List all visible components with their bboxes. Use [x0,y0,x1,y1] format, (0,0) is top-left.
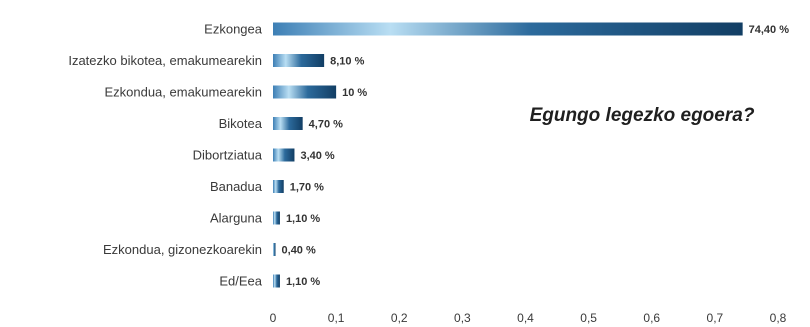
category-label: Ezkongea [204,22,263,37]
bar [273,180,284,193]
category-label: Izatezko bikotea, emakumearekin [68,53,262,68]
chart-title: Egungo legezko egoera? [530,105,755,126]
value-label: 74,40 % [749,24,790,36]
bar [273,117,303,130]
x-tick-label: 0 [270,311,277,325]
x-tick-label: 0,5 [580,311,597,325]
bar [273,243,276,256]
x-tick-label: 0,7 [707,311,724,325]
bars-layer [273,22,743,288]
value-label: 4,70 % [309,119,343,131]
value-label: 1,10 % [286,276,320,288]
category-label: Bikotea [219,116,263,131]
value-label: 1,10 % [286,213,320,225]
value-label: 10 % [342,87,367,99]
bar [273,274,280,288]
category-label: Ed/Eea [219,274,262,289]
value-label: 8,10 % [330,56,364,68]
bar [273,54,325,67]
x-tick-label: 0,6 [643,311,660,325]
value-label: 0,40 % [282,245,316,257]
x-tick-label: 0,8 [770,311,787,325]
x-axis-ticks: 0 0,1 0,2 0,3 0,4 0,5 0,6 0,7 0,8 [270,311,787,325]
x-tick-label: 0,1 [328,311,345,325]
category-labels: Ezkongea Izatezko bikotea, emakumearekin E… [68,22,262,289]
bar [273,85,337,99]
bar [273,22,743,36]
value-label: 1,70 % [290,182,324,194]
category-label: Ezkondua, emakumearekin [104,85,262,100]
category-label: Alarguna [210,211,263,226]
category-label: Ezkondua, gizonezkoarekin [103,242,262,257]
value-labels: 74,40 % 8,10 % 10 % 4,70 % 3,40 % 1,70 % 1,10 … [282,24,790,288]
x-tick-label: 0,3 [454,311,471,325]
bar [273,148,295,162]
value-label: 3,40 % [300,150,334,162]
category-label: Banadua [210,179,263,194]
x-tick-label: 0,2 [391,311,408,325]
x-tick-label: 0,4 [517,311,534,325]
bar [273,211,280,225]
category-label: Dibortziatua [193,148,263,163]
